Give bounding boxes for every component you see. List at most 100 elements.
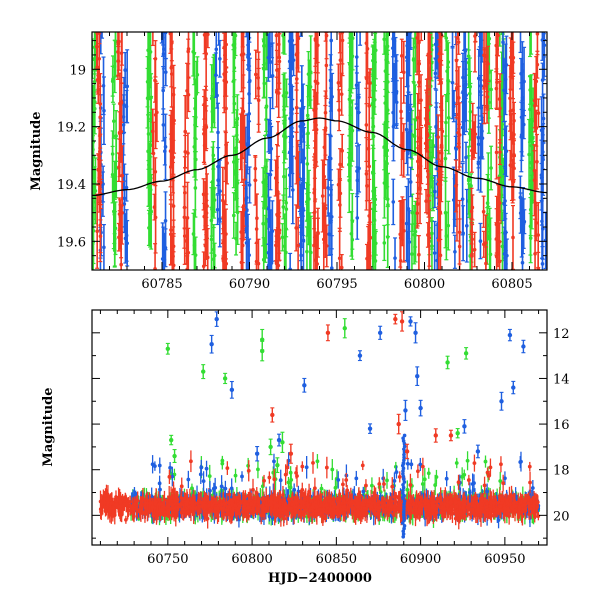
data-point	[282, 94, 287, 99]
data-point	[518, 195, 523, 200]
data-point	[216, 130, 220, 135]
data-point	[329, 97, 333, 102]
data-point	[328, 156, 333, 161]
data-point	[476, 161, 481, 166]
data-point	[170, 28, 174, 32]
data-point	[235, 159, 239, 164]
data-point	[240, 138, 245, 143]
data-point	[222, 78, 227, 83]
data-point	[399, 54, 404, 58]
data-point	[426, 175, 430, 179]
data-point	[232, 213, 236, 218]
data-point	[406, 22, 410, 26]
top-x-tick-labels: 60785 60790 60795 60800 60805	[141, 277, 532, 292]
top-y-tick-label: 19	[69, 63, 86, 78]
data-point	[124, 185, 129, 190]
data-point	[256, 261, 261, 266]
data-point	[186, 47, 191, 51]
data-point	[460, 125, 465, 130]
data-point	[348, 94, 353, 98]
data-point	[485, 105, 489, 110]
data-point	[382, 241, 387, 245]
data-point	[284, 135, 288, 139]
data-point	[463, 83, 467, 88]
data-point	[113, 226, 118, 231]
data-point	[373, 231, 377, 236]
data-point	[314, 131, 318, 136]
data-point	[186, 151, 190, 155]
data-point	[186, 92, 191, 97]
data-point	[161, 88, 165, 93]
data-point	[452, 13, 456, 17]
data-point	[451, 11, 455, 15]
data-point	[324, 33, 329, 38]
data-point	[316, 231, 320, 236]
data-point	[498, 150, 502, 154]
data-point	[497, 97, 502, 101]
data-point	[123, 68, 127, 72]
data-point	[364, 41, 369, 46]
data-point	[541, 116, 546, 121]
data-point	[97, 56, 101, 61]
data-point	[436, 22, 440, 26]
data-point	[247, 111, 252, 116]
data-point	[350, 219, 355, 224]
data-point	[320, 194, 325, 198]
data-point	[436, 238, 441, 242]
data-point	[216, 178, 220, 183]
data-point	[486, 28, 490, 32]
data-point	[205, 255, 210, 260]
data-point	[535, 159, 539, 164]
data-point	[284, 201, 288, 205]
data-point	[231, 43, 236, 47]
data-point	[206, 32, 210, 37]
data-point	[269, 261, 274, 265]
data-point	[168, 165, 173, 169]
data-point	[406, 206, 411, 211]
data-point	[124, 104, 129, 109]
data-point	[93, 189, 98, 193]
data-point	[483, 241, 488, 245]
data-point	[305, 249, 309, 254]
data-point	[416, 28, 420, 32]
data-point	[511, 60, 515, 65]
data-point	[383, 69, 388, 73]
data-point	[280, 235, 285, 240]
data-point	[153, 267, 157, 270]
data-point	[469, 209, 474, 214]
data-point	[340, 149, 344, 153]
data-point	[146, 132, 151, 136]
data-point	[430, 244, 434, 248]
data-point	[98, 14, 102, 18]
data-point	[183, 149, 188, 154]
data-point	[508, 55, 513, 60]
data-point	[329, 266, 334, 270]
data-point	[246, 19, 250, 23]
data-point	[204, 51, 208, 56]
data-point	[366, 241, 371, 245]
data-point	[169, 72, 174, 76]
top-ticks	[91, 32, 548, 271]
data-point	[336, 81, 341, 85]
data-point	[385, 89, 390, 94]
data-point	[497, 192, 501, 197]
top-x-tick-label: 60785	[141, 277, 182, 292]
data-point	[202, 102, 207, 107]
data-point	[434, 26, 438, 30]
data-point	[535, 32, 540, 36]
data-point	[329, 38, 334, 43]
data-point	[296, 19, 300, 23]
data-point	[542, 22, 546, 26]
data-point	[540, 219, 544, 224]
data-point	[426, 87, 430, 92]
data-point	[315, 262, 319, 266]
data-point	[489, 87, 493, 92]
data-point	[163, 149, 167, 154]
data-point	[519, 133, 524, 137]
data-point	[121, 115, 126, 119]
data-point	[391, 46, 395, 50]
data-point	[427, 35, 432, 39]
data-point	[444, 36, 449, 40]
data-point	[246, 55, 250, 59]
data-point	[153, 56, 158, 61]
